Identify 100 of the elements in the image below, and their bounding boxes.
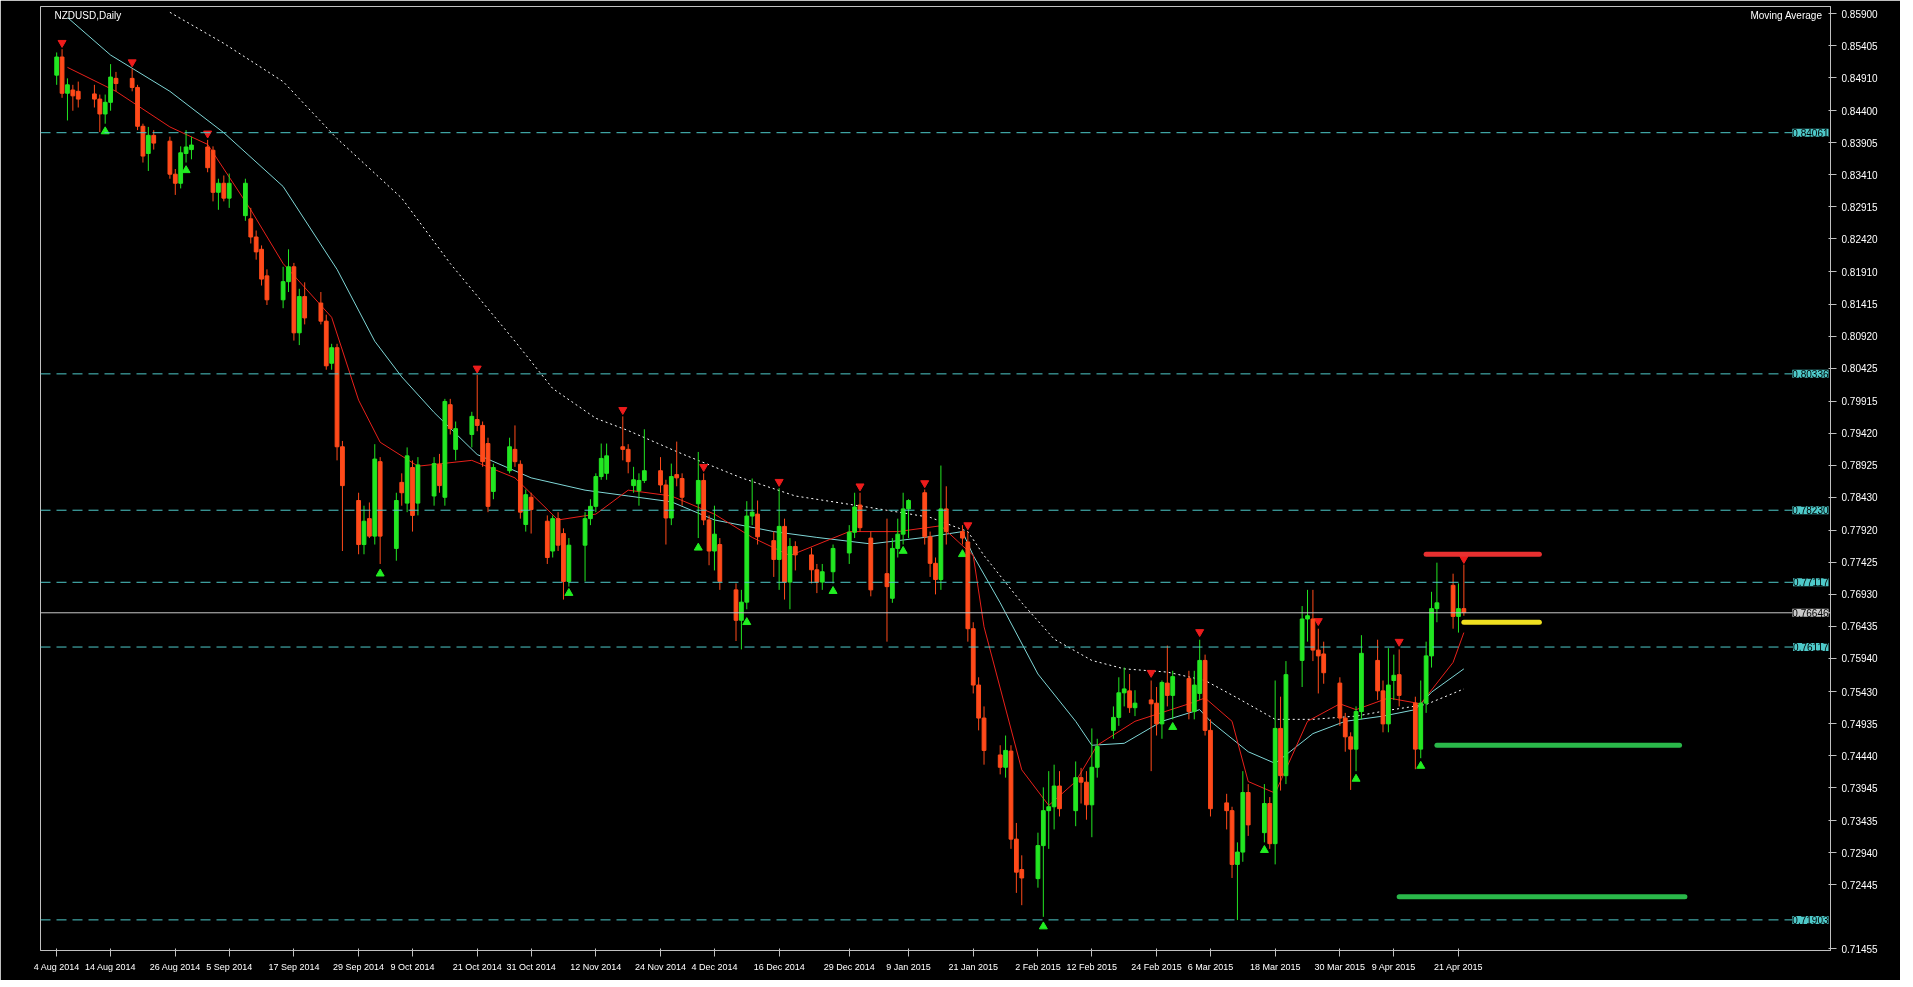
- candlestick: [1461, 564, 1467, 617]
- point: [1259, 845, 1269, 853]
- candlestick: [1127, 673, 1132, 714]
- candlestick: [884, 518, 890, 643]
- point: [699, 464, 709, 472]
- point: [1416, 760, 1426, 769]
- candlestick: [695, 451, 701, 539]
- candlestick: [960, 524, 965, 546]
- y-tick-label: 0.77920: [1841, 525, 1879, 537]
- x-tick-label: 16 Dec 2014: [753, 961, 805, 972]
- x-tick-label: 9 Oct 2014: [390, 961, 435, 972]
- point: [1168, 722, 1178, 730]
- candlestick: [447, 398, 453, 435]
- x-tick-label: 21 Apr 2015: [1433, 961, 1483, 972]
- point: [742, 617, 752, 626]
- y-tick-label: 0.73435: [1841, 815, 1879, 827]
- ref-line-label: 0.71903: [1792, 914, 1829, 926]
- candlestick: [469, 411, 475, 448]
- x-tick-label: 31 Oct 2014: [506, 961, 556, 972]
- point: [375, 568, 385, 577]
- candlestick: [1391, 654, 1397, 701]
- y-tick-label: 0.83905: [1841, 137, 1879, 149]
- candlestick: [712, 505, 717, 571]
- y-tick-label: 0.80425: [1841, 363, 1879, 375]
- point: [564, 587, 574, 596]
- x-tick-label: 26 Aug 2014: [149, 961, 201, 972]
- y-tick-label: 0.81415: [1841, 299, 1879, 311]
- point: [1394, 638, 1404, 647]
- candlestick: [367, 501, 372, 539]
- candlestick: [329, 343, 335, 371]
- candlestick: [771, 531, 777, 578]
- y-tick-label: 0.75430: [1841, 686, 1879, 698]
- ref-line-label: 0.80336: [1792, 368, 1829, 380]
- x-tick-label: 24 Feb 2015: [1131, 961, 1182, 972]
- x-tick-label: 4 Dec 2014: [691, 961, 738, 972]
- y-tick-label: 0.82915: [1841, 201, 1879, 213]
- point: [898, 545, 908, 554]
- x-tick-label: 9 Apr 2015: [1371, 961, 1416, 972]
- point: [693, 542, 703, 551]
- x-tick-label: 5 Sep 2014: [206, 961, 253, 972]
- candlestick: [507, 437, 512, 474]
- y-tick-label: 0.71455: [1841, 943, 1879, 955]
- candlestick: [755, 500, 760, 546]
- x-tick-label: 17 Sep 2014: [268, 961, 320, 972]
- ref-line-label: 0.76117: [1793, 642, 1829, 654]
- candlestick: [943, 485, 949, 546]
- y-tick-label: 0.76435: [1841, 621, 1879, 633]
- candlestick: [145, 126, 151, 172]
- candlestick: [437, 453, 442, 494]
- x-tick-label: 29 Dec 2014: [823, 961, 875, 972]
- point: [1195, 629, 1205, 638]
- candlestick: [528, 492, 534, 535]
- y-tick-label: 0.78430: [1841, 492, 1879, 504]
- candlestick: [1164, 645, 1170, 707]
- y-tick-label: 0.84400: [1841, 105, 1879, 117]
- y-tick-label: 0.77425: [1841, 557, 1879, 569]
- candlestick: [830, 544, 836, 584]
- chart-title: NZDUSD,Daily: [54, 9, 122, 21]
- y-tick-label: 0.74935: [1841, 718, 1879, 730]
- candlestick: [512, 424, 518, 468]
- candlestick: [113, 71, 119, 92]
- x-tick-label: 29 Sep 2014: [333, 961, 385, 972]
- candlestick: [65, 77, 70, 121]
- x-tick-label: 21 Jan 2015: [948, 961, 999, 972]
- candlestick: [1456, 582, 1461, 634]
- x-tick-label: 12 Feb 2015: [1066, 961, 1118, 972]
- y-tick-label: 0.83410: [1841, 169, 1879, 181]
- x-tick-label: 12 Nov 2014: [570, 961, 622, 972]
- x-tick-label: 21 Oct 2014: [452, 961, 502, 972]
- y-tick-label: 0.85405: [1841, 40, 1879, 52]
- point: [57, 39, 67, 48]
- candlestick: [1396, 648, 1402, 707]
- x-tick-label: 6 Mar 2015: [1187, 961, 1234, 972]
- ref-line-label: 0.77117: [1793, 577, 1829, 589]
- candlestick: [54, 51, 60, 86]
- point: [618, 407, 628, 415]
- x-tick-label: 4 Aug 2014: [33, 961, 80, 972]
- candlestick: [491, 463, 496, 500]
- point: [181, 165, 191, 174]
- y-tick-label: 0.79420: [1841, 428, 1879, 440]
- point: [920, 480, 930, 489]
- y-tick-label: 0.79915: [1841, 396, 1879, 408]
- point: [1351, 773, 1361, 782]
- x-tick-label: 2 Feb 2015: [1015, 961, 1061, 972]
- candlestick: [399, 472, 405, 507]
- candlestick: [453, 421, 459, 461]
- y-tick-label: 0.74440: [1841, 750, 1879, 762]
- y-tick-label: 0.80920: [1841, 331, 1879, 343]
- point: [1146, 669, 1156, 678]
- x-tick-label: 14 Aug 2014: [85, 961, 136, 972]
- candlestick: [857, 492, 863, 533]
- candlestick: [216, 178, 221, 211]
- point: [855, 483, 865, 492]
- candlestick: [792, 540, 798, 571]
- candlestick: [221, 174, 227, 202]
- candlestick: [361, 505, 367, 555]
- y-tick-label: 0.72445: [1841, 879, 1879, 891]
- x-tick-label: 9 Jan 2015: [886, 961, 931, 972]
- candlestick: [302, 281, 308, 325]
- point: [127, 59, 137, 68]
